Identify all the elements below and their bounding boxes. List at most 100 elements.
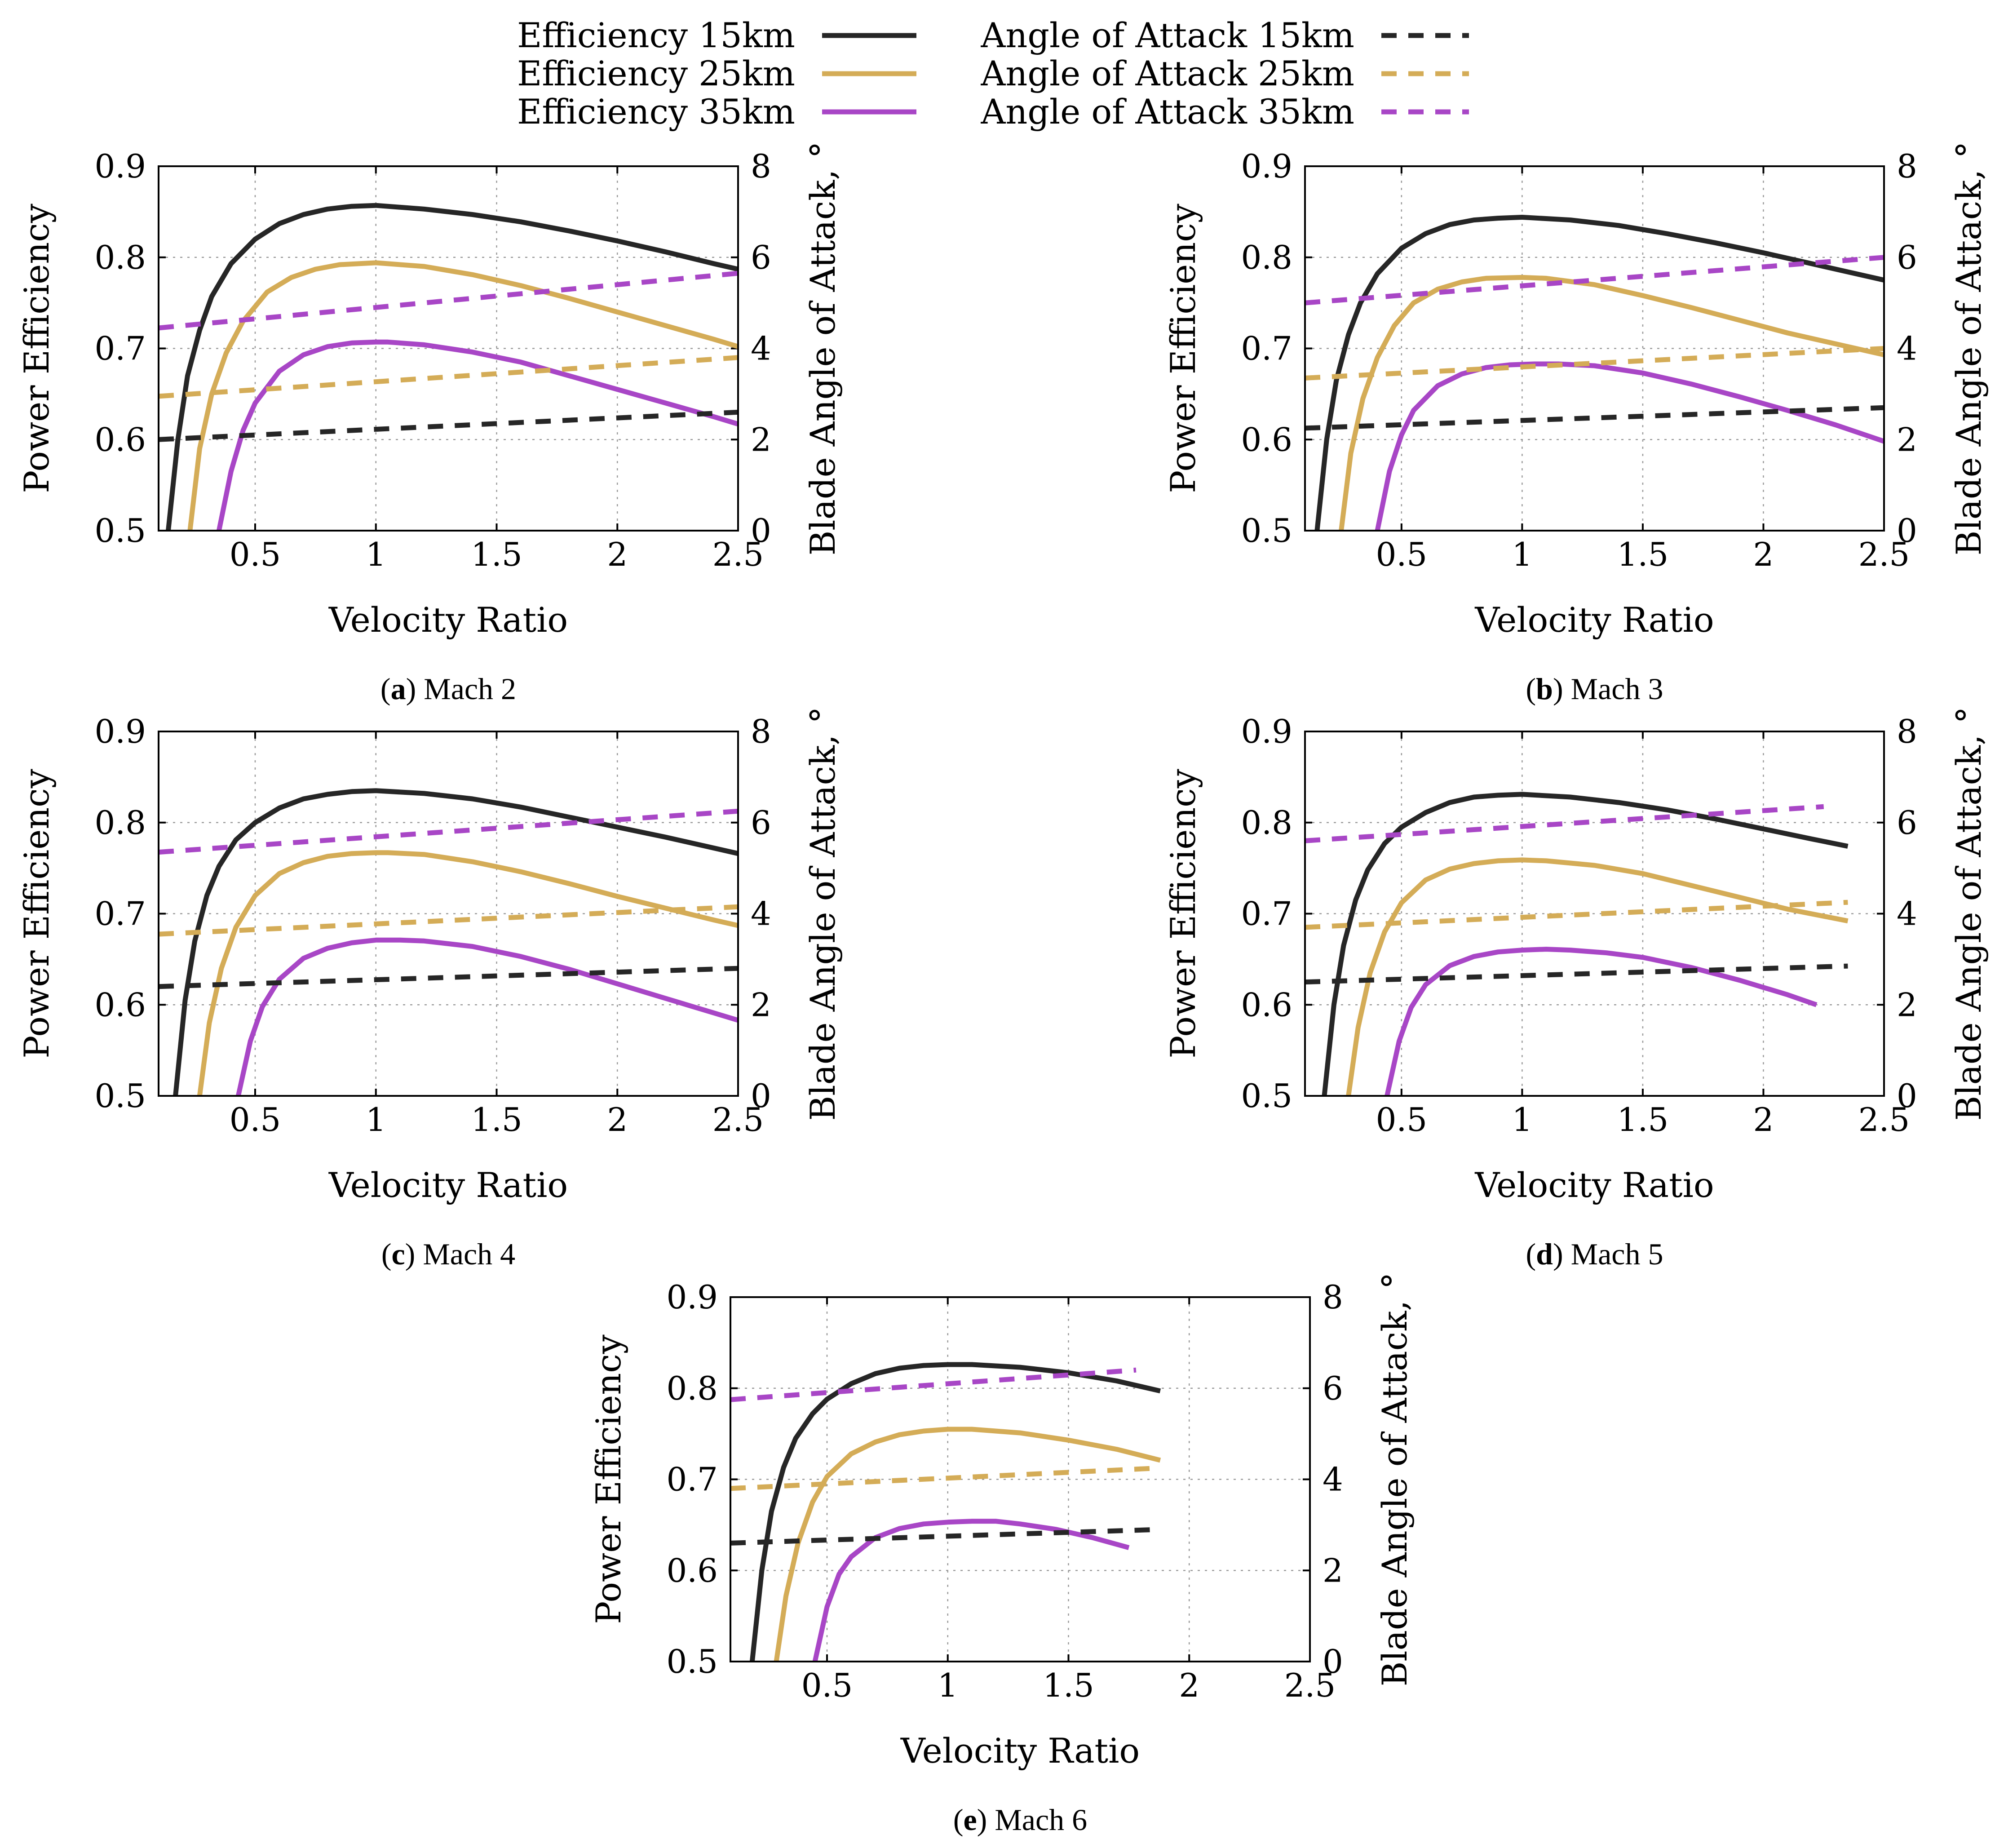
y-tick-label: 0.7 [666, 1461, 718, 1498]
plot-frame [158, 731, 739, 1097]
caption-paren: ) [405, 1237, 423, 1271]
series-line-efficiency-25km [187, 260, 738, 531]
x-tick-label: 0.5 [1376, 1101, 1428, 1139]
y-tick-label: 0.7 [94, 330, 146, 368]
x-tick-label: 2 [1179, 1666, 1199, 1704]
caption-text: Mach 6 [995, 1803, 1087, 1837]
legend-entry-efficiency-15km: Efficiency 15km [517, 15, 916, 55]
caption-paren: ( [1526, 672, 1536, 706]
x-tick-label: 2.5 [1858, 536, 1910, 573]
y2-tick-label: 0 [751, 512, 771, 550]
y-tick-label: 0.5 [94, 1077, 146, 1115]
x-tick-label: 1.5 [471, 1101, 522, 1139]
x-tick-label: 0.5 [1376, 536, 1428, 573]
y-tick-label: 0.8 [94, 804, 146, 842]
series-line-efficiency-15km [166, 203, 738, 531]
y2-axis-label: Blade Angle of Attack, ° [803, 706, 843, 1121]
x-axis-label: Velocity Ratio [328, 600, 568, 640]
y2-tick-label: 2 [751, 421, 771, 458]
panel-caption: (b) Mach 3 [1526, 672, 1663, 706]
series-line-efficiency-15km [173, 788, 738, 1096]
y-tick-label: 0.5 [1241, 1077, 1292, 1115]
y2-tick-label: 4 [751, 330, 771, 368]
series-line-efficiency-35km [217, 339, 738, 531]
x-tick-label: 1.5 [1043, 1666, 1094, 1704]
y-tick-label: 0.9 [666, 1278, 718, 1316]
y2-tick-label: 2 [1897, 421, 1917, 458]
y-axis-label: Power Efficiency [17, 769, 57, 1058]
y2-tick-label: 8 [1323, 1278, 1343, 1316]
y-tick-label: 0.8 [666, 1369, 718, 1407]
series-group [730, 1362, 1161, 1662]
legend-entry-efficiency-25km: Efficiency 25km [517, 53, 916, 93]
y-tick-label: 0.5 [1241, 512, 1292, 550]
caption-paren: ( [380, 672, 391, 706]
legend-label: Angle of Attack 15km [980, 15, 1354, 55]
plot-frame [158, 165, 739, 532]
caption-paren: ) [1553, 1237, 1571, 1271]
chart-panel-c: 0.5 1 1.5 2 2.5 0.5 0.6 0.7 0.8 0.9 0 2 4 6 8 Velocity … [17, 706, 843, 1271]
panel-caption: (a) Mach 2 [380, 672, 516, 706]
x-axis-label: Velocity Ratio [1474, 1165, 1714, 1205]
legend-label: Efficiency 15km [517, 15, 795, 55]
y2-tick-label: 0 [1323, 1643, 1343, 1680]
panel-caption: (e) Mach 6 [953, 1803, 1087, 1837]
y-tick-label: 0.8 [1241, 239, 1292, 276]
legend-entry-aoa-15km: Angle of Attack 15km [980, 15, 1469, 55]
series-group [159, 788, 738, 1096]
x-tick-label: 2.5 [712, 536, 764, 573]
y-tick-label: 0.7 [1241, 895, 1292, 933]
caption-paren: ) [977, 1803, 995, 1837]
legend-label: Efficiency 25km [517, 53, 795, 93]
y2-tick-label: 2 [1323, 1551, 1343, 1589]
y2-tick-label: 0 [1897, 512, 1917, 550]
panel-caption: (d) Mach 5 [1526, 1237, 1663, 1271]
series-line-angle-of-attack-25km [1305, 900, 1848, 930]
chart-panel-b: 0.5 1 1.5 2 2.5 0.5 0.6 0.7 0.8 0.9 0 2 4 6 8 Velocity … [1163, 141, 1989, 706]
x-tick-label: 1.5 [1617, 1101, 1669, 1139]
series-line-efficiency-15km [1322, 792, 1849, 1096]
x-tick-label: 1 [938, 1666, 958, 1704]
y2-tick-label: 0 [1897, 1077, 1917, 1115]
y2-tick-label: 4 [751, 895, 771, 933]
x-tick-label: 2 [607, 536, 628, 573]
y2-tick-label: 4 [1897, 895, 1917, 933]
y2-tick-label: 6 [751, 804, 771, 842]
x-tick-label: 1.5 [1617, 536, 1669, 573]
x-tick-label: 1 [366, 536, 386, 573]
legend-label: Efficiency 35km [517, 92, 795, 132]
caption-letter: d [1536, 1237, 1553, 1271]
x-tick-label: 1 [366, 1101, 386, 1139]
caption-text: Mach 5 [1571, 1237, 1663, 1271]
caption-paren: ( [953, 1803, 964, 1837]
series-line-efficiency-25km [774, 1427, 1161, 1662]
y2-axis-label: Blade Angle of Attack, ° [1949, 141, 1989, 555]
y2-tick-label: 2 [1897, 986, 1917, 1024]
series-group [1305, 792, 1849, 1096]
y-axis-label: Power Efficiency [588, 1334, 628, 1624]
x-tick-label: 2.5 [1284, 1666, 1336, 1704]
y2-axis-label: Blade Angle of Attack, ° [1375, 1272, 1415, 1686]
y2-tick-label: 4 [1323, 1461, 1343, 1498]
chart-panel-a: 0.5 1 1.5 2 2.5 0.5 0.6 0.7 0.8 0.9 0 2 4 6 8 Velocity … [17, 141, 843, 706]
x-tick-label: 1.5 [471, 536, 522, 573]
y2-tick-label: 4 [1897, 330, 1917, 368]
y-tick-label: 0.9 [1241, 713, 1292, 750]
y-tick-label: 0.6 [94, 421, 146, 458]
y-tick-label: 0.8 [94, 239, 146, 276]
legend-label: Angle of Attack 25km [980, 53, 1354, 93]
x-tick-label: 0.5 [801, 1666, 853, 1704]
plot-frame [1304, 165, 1885, 532]
panel-caption: (c) Mach 4 [381, 1237, 515, 1271]
chart-panel-d: 0.5 1 1.5 2 2.5 0.5 0.6 0.7 0.8 0.9 0 2 4 6 8 Velocity … [1163, 706, 1989, 1271]
y-tick-label: 0.5 [94, 512, 146, 550]
y-tick-label: 0.9 [94, 147, 146, 185]
y2-tick-label: 8 [1897, 713, 1917, 750]
plot-frame [1304, 731, 1885, 1097]
y-tick-label: 0.9 [94, 713, 146, 750]
y-tick-label: 0.6 [1241, 421, 1292, 458]
y-tick-label: 0.8 [1241, 804, 1292, 842]
x-tick-label: 1 [1512, 1101, 1532, 1139]
